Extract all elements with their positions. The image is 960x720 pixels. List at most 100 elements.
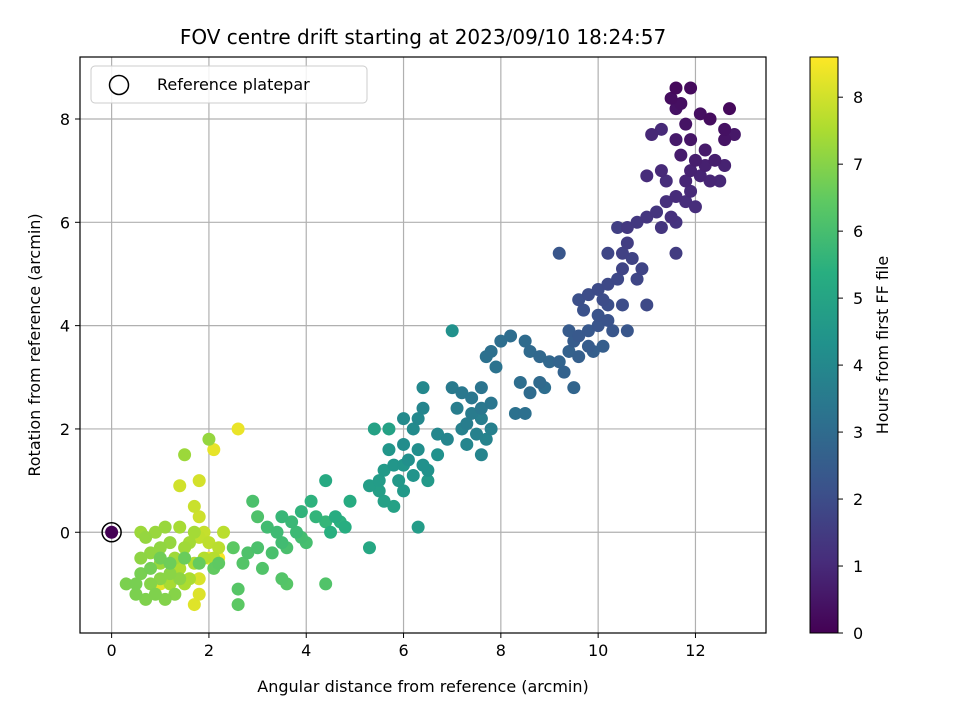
data-point [635, 262, 649, 276]
data-point [727, 127, 741, 141]
x-axis-label: Angular distance from reference (arcmin) [257, 677, 588, 696]
y-axis-label: Rotation from reference (arcmin) [25, 213, 44, 476]
y-tick-label: 8 [60, 110, 70, 129]
colorbar: 0 1 2 3 4 5 6 7 8 Hours from first FF file [809, 56, 892, 643]
data-point [533, 350, 547, 364]
reference-point-fill [105, 525, 119, 539]
data-point [718, 122, 732, 136]
data-point [601, 277, 615, 291]
data-point [577, 303, 591, 317]
data-point [134, 551, 148, 565]
data-point [504, 329, 518, 343]
data-point [669, 189, 683, 203]
data-point [275, 572, 289, 586]
data-point [484, 344, 498, 358]
data-point [158, 592, 172, 606]
data-point [217, 525, 231, 539]
data-point [192, 556, 206, 570]
data-point [601, 246, 615, 260]
colorbar-tick-label: 0 [853, 624, 863, 643]
data-point [640, 169, 654, 183]
data-point [533, 375, 547, 389]
data-point [572, 329, 586, 343]
data-point [518, 406, 532, 420]
legend: Reference platepar [90, 65, 368, 104]
data-point [431, 427, 445, 441]
data-point [324, 525, 338, 539]
data-point [416, 401, 430, 415]
data-point [479, 432, 493, 446]
data-point [153, 541, 167, 555]
data-point [723, 102, 737, 116]
data-point [231, 422, 245, 436]
x-tick-label: 12 [685, 641, 705, 660]
data-point [382, 443, 396, 457]
data-point [173, 520, 187, 534]
data-point [416, 381, 430, 395]
data-point [265, 546, 279, 560]
data-point [611, 220, 625, 234]
data-point [659, 195, 673, 209]
data-point [372, 474, 386, 488]
data-point [270, 525, 284, 539]
data-point [693, 169, 707, 183]
data-point [401, 453, 415, 467]
data-point [523, 344, 537, 358]
data-point [679, 195, 693, 209]
data-point [309, 510, 323, 524]
data-point [163, 556, 177, 570]
data-point [654, 164, 668, 178]
data-point [567, 381, 581, 395]
data-point [664, 91, 678, 105]
data-point [411, 412, 425, 426]
data-point [377, 463, 391, 477]
data-point [163, 536, 177, 550]
data-point [207, 443, 221, 457]
data-point [630, 215, 644, 229]
data-point [440, 432, 454, 446]
data-point [684, 81, 698, 95]
data-point [290, 525, 304, 539]
x-tick-label: 8 [496, 641, 506, 660]
data-point [319, 577, 333, 591]
data-point [620, 324, 634, 338]
data-point [319, 474, 333, 488]
data-point [416, 458, 430, 472]
colorbar-tick-label: 2 [853, 490, 863, 509]
data-point [231, 582, 245, 596]
data-point [406, 422, 420, 436]
data-point [431, 448, 445, 462]
reference-point-ring [101, 522, 122, 543]
data-point [708, 153, 722, 167]
data-point [362, 479, 376, 493]
x-tick-label: 10 [588, 641, 608, 660]
x-tick-label: 0 [107, 641, 117, 660]
data-point [703, 112, 717, 126]
data-point [397, 412, 411, 426]
data-point [669, 133, 683, 147]
axis-ticks: 0 2 4 6 8 10 12 0 2 4 6 8 [60, 110, 706, 660]
data-point [163, 567, 177, 581]
data-point [246, 494, 260, 508]
data-point [679, 117, 693, 131]
data-point [212, 556, 226, 570]
data-point [591, 319, 605, 333]
data-point [698, 158, 712, 172]
colorbar-ticks: 0 1 2 3 4 5 6 7 8 [838, 88, 863, 643]
data-point [508, 406, 522, 420]
data-point [173, 561, 187, 575]
data-point [251, 541, 265, 555]
data-point [153, 551, 167, 565]
data-point [679, 174, 693, 188]
data-point [688, 200, 702, 214]
data-point [251, 510, 265, 524]
data-point [367, 422, 381, 436]
data-point [620, 220, 634, 234]
colorbar-tick-label: 1 [853, 557, 863, 576]
chart-title: FOV centre drift starting at 2023/09/10 … [180, 25, 666, 49]
data-point [654, 122, 668, 136]
y-tick-label: 0 [60, 523, 70, 542]
data-point [591, 308, 605, 322]
data-point [134, 567, 148, 581]
data-point [615, 246, 629, 260]
